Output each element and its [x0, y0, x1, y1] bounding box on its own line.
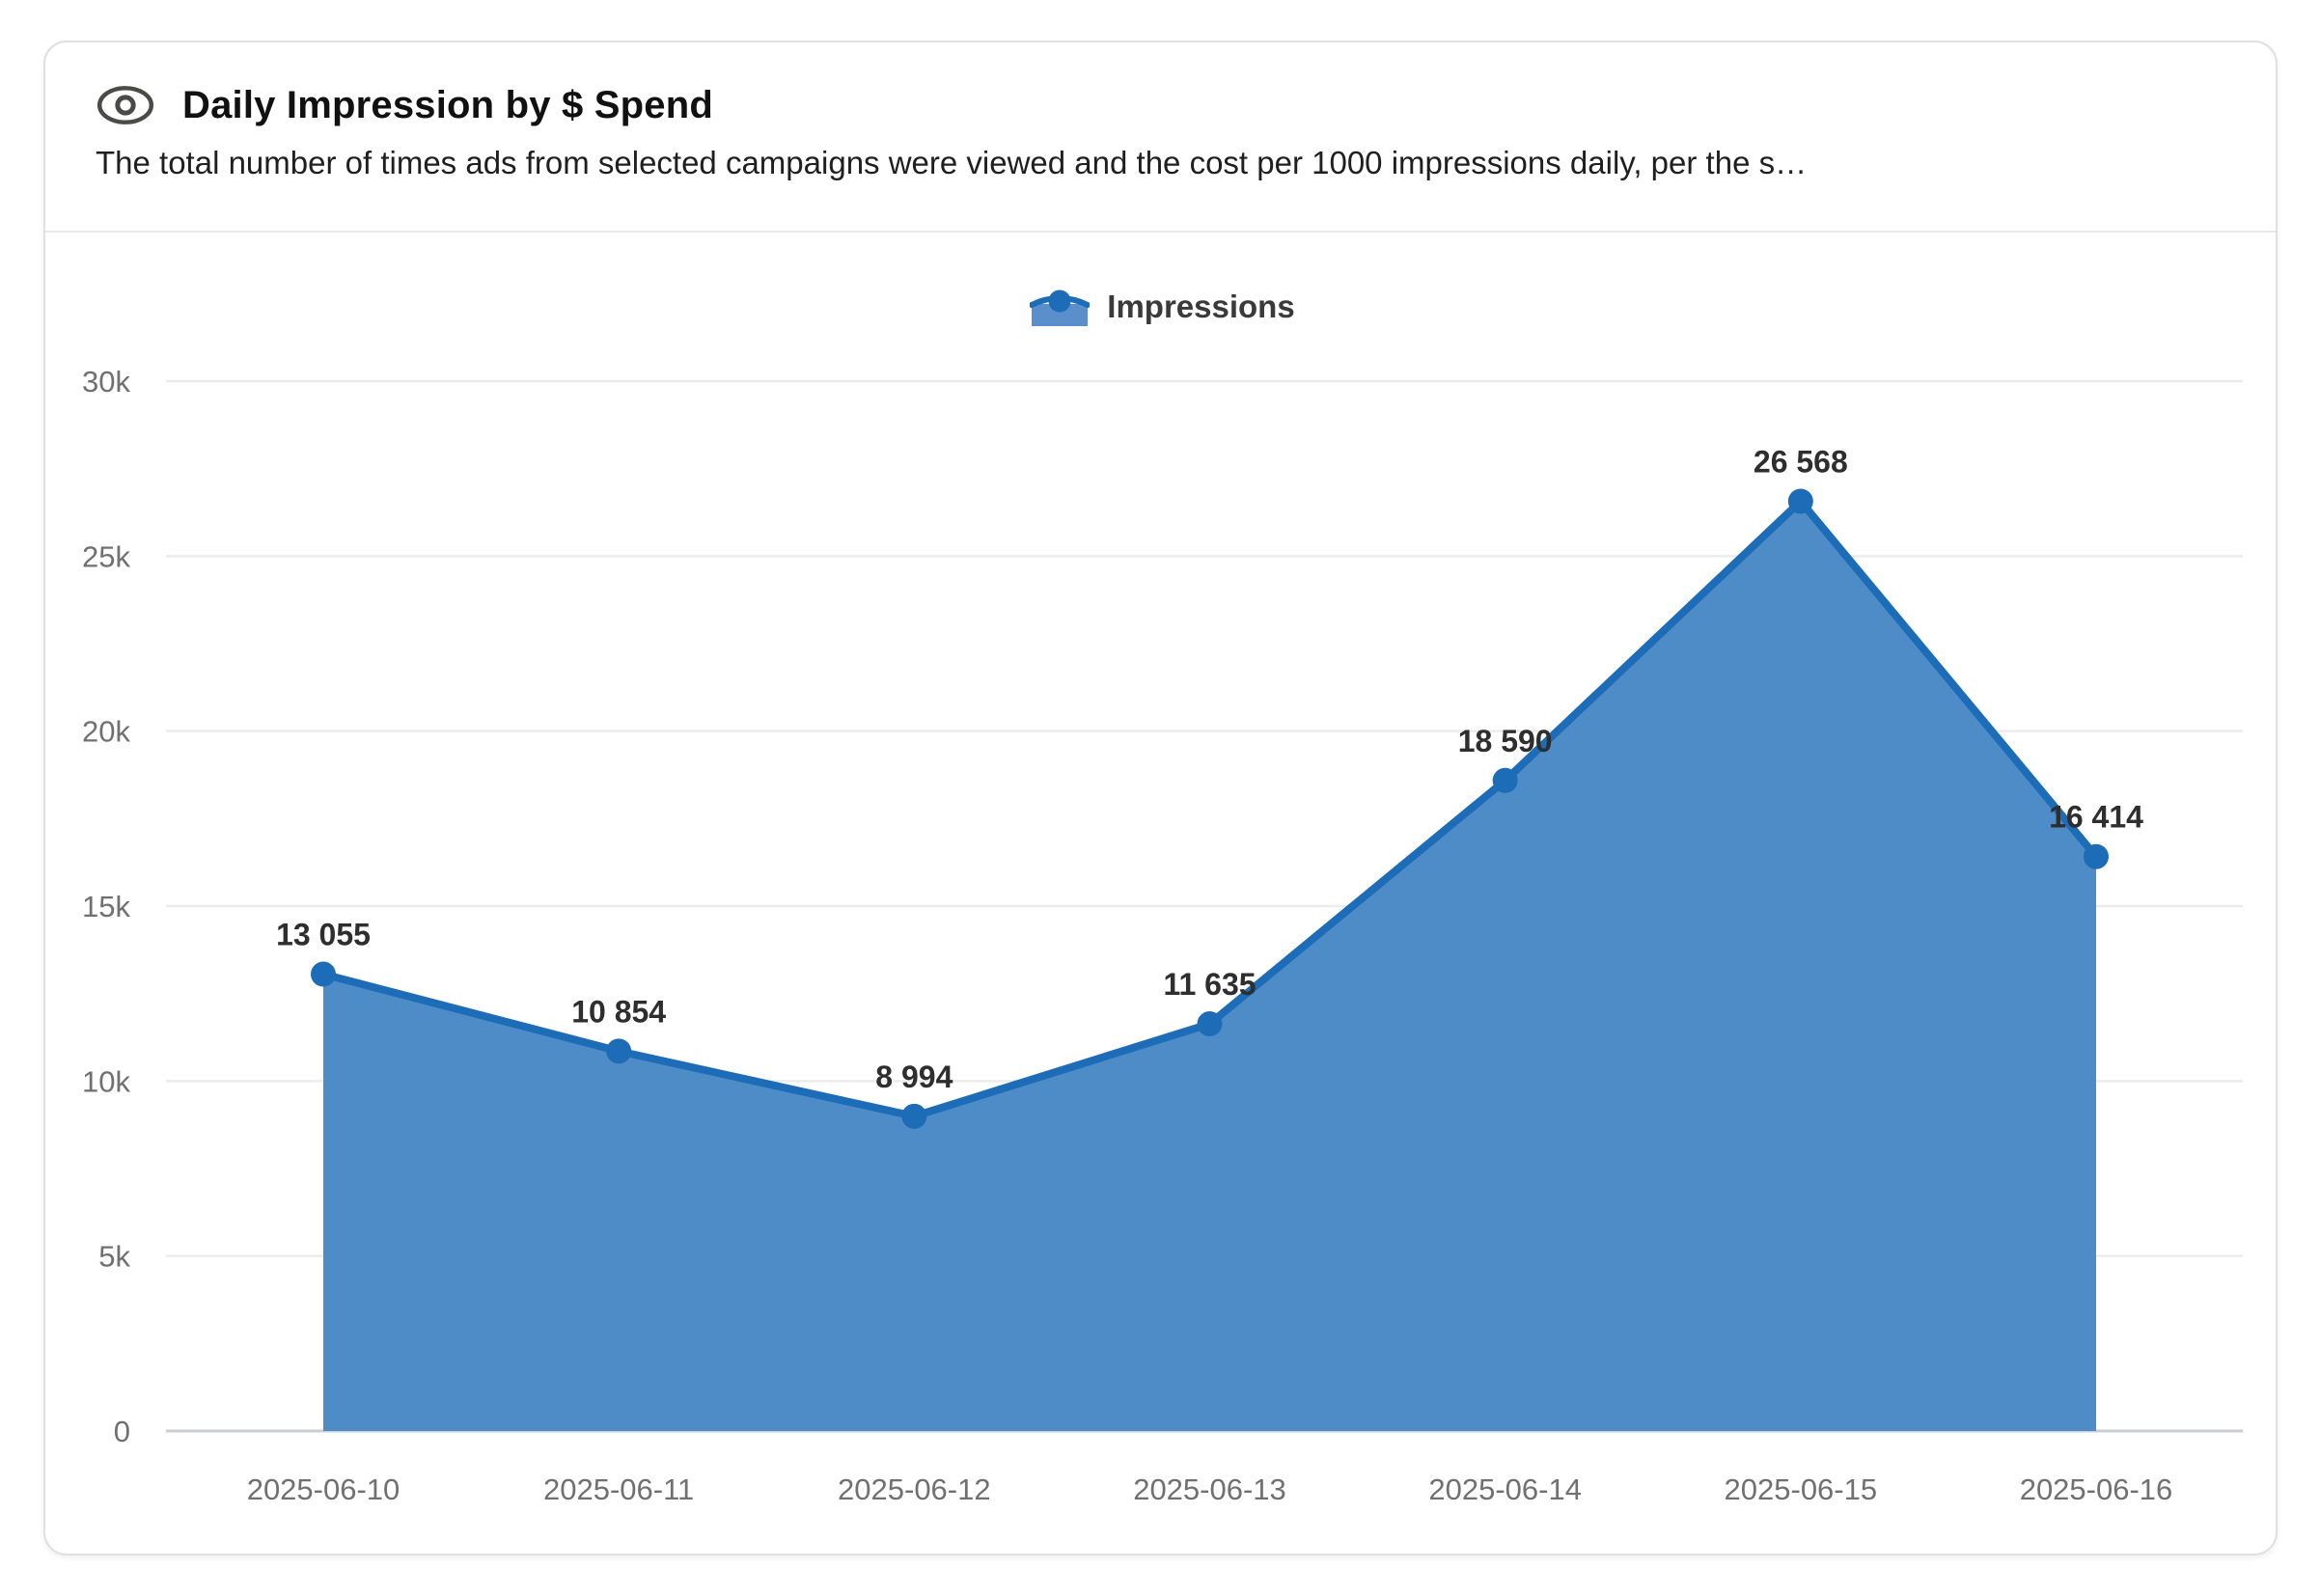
data-point-dot[interactable] [1492, 767, 1518, 793]
x-tick-label: 2025-06-12 [838, 1472, 991, 1506]
data-point-dot[interactable] [1787, 488, 1813, 514]
y-tick-label: 0 [114, 1415, 130, 1448]
y-tick-label: 20k [82, 715, 130, 749]
data-point-label: 26 568 [1754, 444, 1848, 479]
chart-subtitle: The total number of times ads from selec… [96, 145, 1808, 180]
series-area-fill [323, 501, 2096, 1431]
x-tick-label: 2025-06-13 [1133, 1472, 1286, 1506]
x-tick-label: 2025-06-16 [2020, 1472, 2173, 1506]
data-point-label: 11 635 [1163, 967, 1256, 1002]
data-point-label: 10 854 [571, 994, 666, 1029]
x-tick-label: 2025-06-15 [1725, 1472, 1878, 1506]
legend-label: Impressions [1107, 289, 1295, 324]
y-tick-label: 30k [82, 365, 130, 399]
y-tick-label: 25k [82, 539, 130, 573]
legend-item-impressions[interactable]: Impressions [45, 286, 2276, 328]
data-point-dot[interactable] [2084, 843, 2109, 869]
data-point-dot[interactable] [311, 961, 336, 987]
data-point-label: 13 055 [276, 918, 371, 952]
eye-icon [97, 86, 154, 124]
data-point-dot[interactable] [1197, 1011, 1223, 1037]
x-tick-label: 2025-06-14 [1428, 1472, 1582, 1506]
data-point-label: 18 590 [1458, 724, 1553, 758]
y-tick-label: 5k [98, 1240, 130, 1274]
data-point-dot[interactable] [606, 1038, 632, 1064]
chart-card: Daily Impression by $ Spend The total nu… [43, 41, 2278, 1555]
y-tick-label: 10k [82, 1064, 130, 1098]
data-point-dot[interactable] [901, 1103, 927, 1129]
header-divider [45, 231, 2276, 233]
y-tick-label: 15k [82, 890, 130, 923]
data-point-label: 16 414 [2049, 800, 2143, 835]
x-tick-label: 2025-06-10 [247, 1472, 400, 1506]
chart-title: Daily Impression by $ Spend [182, 83, 714, 126]
data-point-label: 8 994 [875, 1059, 953, 1094]
impressions-area-chart: 0 5k 10k 15k 20k 25k 30k 13 055 10 854 8 994 11 63… [82, 365, 2243, 1506]
x-tick-label: 2025-06-11 [543, 1472, 694, 1506]
area-series-marker-icon [1030, 289, 1091, 326]
chart-card-header: Daily Impression by $ Spend The total nu… [45, 42, 2276, 233]
